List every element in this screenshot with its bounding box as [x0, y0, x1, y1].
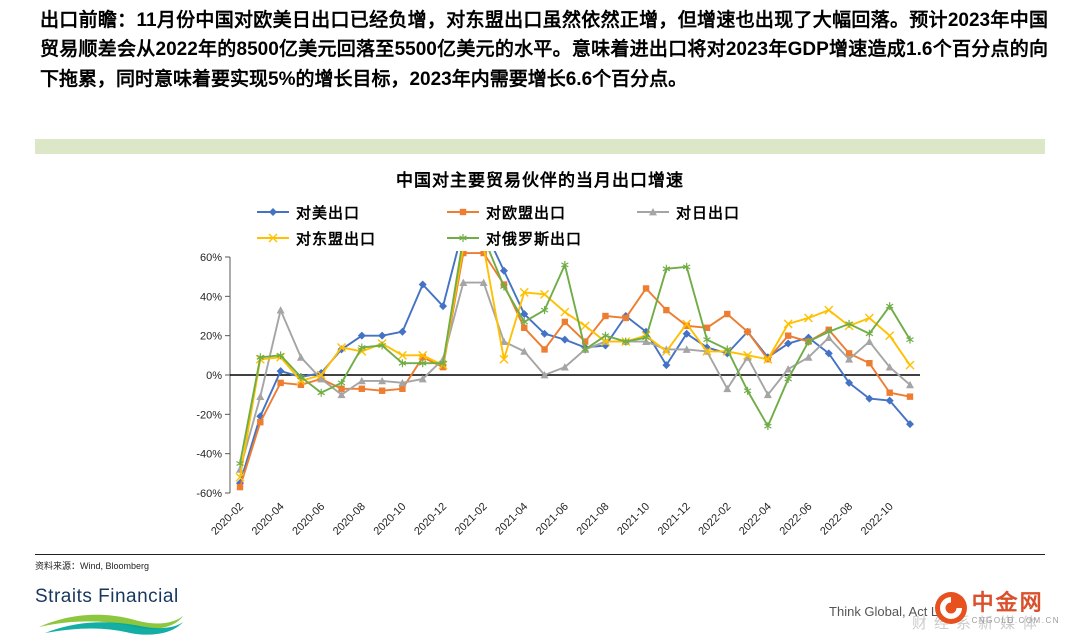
cngold-icon [934, 591, 967, 624]
svg-text:2021-06: 2021-06 [534, 501, 571, 538]
legend-item: 对欧盟出口 [445, 199, 635, 225]
svg-text:2021-02: 2021-02 [453, 501, 490, 538]
legend-item: 对美出口 [255, 199, 445, 225]
svg-text:2022-10: 2022-10 [859, 501, 896, 538]
legend-marker-icon [257, 233, 289, 243]
svg-text:-20%: -20% [196, 409, 222, 421]
svg-text:2020-04: 2020-04 [250, 501, 287, 538]
svg-text:2020-12: 2020-12 [412, 501, 449, 538]
source-text: 资料来源：Wind, Bloomberg [35, 561, 150, 571]
export-growth-chart: -60%-40%-20%0%20%40%60%2020-02 2020-04 202… [196, 251, 920, 538]
svg-text:2022-04: 2022-04 [737, 501, 774, 538]
chart-legend: 对美出口 对欧盟出口 对日出口对东盟出口 对俄罗斯出口 [255, 199, 825, 251]
cngold-name: 中金网 [971, 589, 1044, 615]
legend-label: 对美出口 [296, 204, 361, 222]
legend-label: 对俄罗斯出口 [486, 230, 583, 248]
svg-text:60%: 60% [200, 252, 222, 264]
legend-marker-icon [637, 208, 669, 216]
svg-text:2021-08: 2021-08 [575, 501, 612, 538]
legend-marker-icon [257, 208, 289, 216]
svg-text:2021-12: 2021-12 [656, 501, 693, 538]
legend-marker-icon [447, 208, 479, 216]
svg-text:2021-04: 2021-04 [493, 501, 530, 538]
svg-text:-60%: -60% [196, 488, 222, 500]
chart-title: 中国对主要贸易伙伴的当月出口增速 [396, 171, 684, 190]
svg-text:2020-06: 2020-06 [290, 501, 327, 538]
source-note: 资料来源：Wind, Bloomberg [35, 554, 1045, 572]
svg-text:2021-10: 2021-10 [615, 501, 652, 538]
straits-wave-icon [39, 614, 183, 635]
legend-label: 对欧盟出口 [486, 204, 567, 222]
svg-text:2020-08: 2020-08 [331, 501, 368, 538]
svg-text:2020-02: 2020-02 [209, 501, 246, 538]
svg-text:0%: 0% [206, 370, 222, 382]
svg-text:40%: 40% [200, 291, 222, 303]
legend-marker-icon [447, 234, 479, 242]
summary-text: 出口前瞻：11月份中国对欧美日出口已经负增，对东盟出口虽然依然正增，但增速也出现… [40, 10, 1048, 90]
legend-item: 对东盟出口 [255, 225, 445, 251]
legend-item: 对俄罗斯出口 [445, 225, 635, 251]
legend-item: 对日出口 [635, 199, 825, 225]
straits-financial-name: Straits Financial [35, 586, 179, 607]
cngold-logo: 中金网 CNGOLD.COM.CN [934, 589, 1060, 625]
svg-text:-40%: -40% [196, 449, 222, 461]
svg-text:2020-10: 2020-10 [372, 501, 409, 538]
svg-text:2022-08: 2022-08 [818, 501, 855, 538]
svg-text:2022-06: 2022-06 [778, 501, 815, 538]
chart-block: 中国对主要贸易伙伴的当月出口增速 对美出口 对欧盟出口 对日出口对东盟出口 对俄罗斯出… [35, 166, 1045, 563]
svg-text:2022-02: 2022-02 [696, 501, 733, 538]
legend-label: 对日出口 [676, 204, 741, 222]
legend-label: 对东盟出口 [296, 230, 377, 248]
svg-text:20%: 20% [200, 331, 222, 343]
cngold-domain: CNGOLD.COM.CN [971, 616, 1060, 625]
straits-financial-logo: Straits Financial [35, 586, 185, 637]
tagline: Think Global, Act Local [829, 604, 962, 619]
highlight-bar [35, 139, 1045, 154]
